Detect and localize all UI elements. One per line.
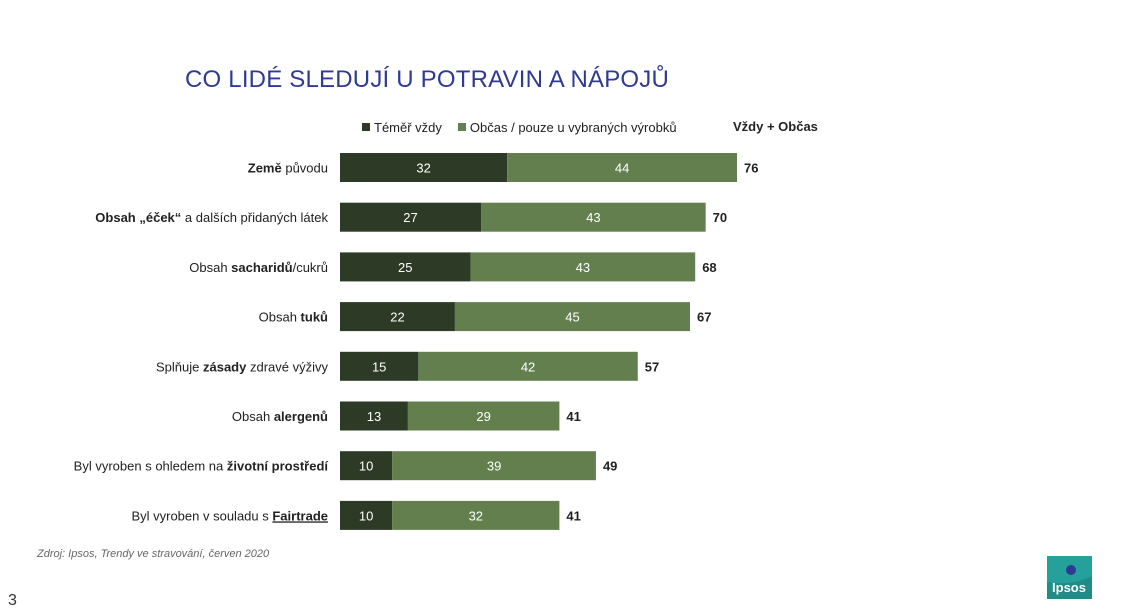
- data-label: 25: [398, 260, 412, 275]
- category-label: Obsah alergenů: [232, 409, 328, 424]
- data-label: 15: [372, 359, 386, 374]
- data-label: 32: [416, 161, 430, 176]
- bar-segment-almost-always: [340, 451, 393, 481]
- svg-text:Ipsos: Ipsos: [1052, 580, 1086, 595]
- total-label: 41: [566, 508, 580, 523]
- ipsos-logo: Ipsos: [1047, 556, 1092, 599]
- bar-segment-sometimes: [470, 252, 696, 282]
- bar-segment-almost-always: [340, 202, 482, 232]
- bar-segment-sometimes: [392, 451, 596, 481]
- legend-swatch-dark: [362, 123, 370, 131]
- total-label: 68: [702, 260, 716, 275]
- data-label: 13: [367, 409, 381, 424]
- legend-label-sometimes: Občas / pouze u vybraných výrobků: [469, 119, 677, 135]
- data-label: 39: [487, 459, 501, 474]
- data-label: 22: [390, 310, 404, 325]
- bar-segment-almost-always: [340, 500, 393, 530]
- legend: Téměř vždy Občas / pouze u vybraných výr…: [362, 119, 693, 135]
- source-note: Zdroj: Ipsos, Trendy ve stravování, červ…: [37, 548, 270, 560]
- category-label: Obsah sacharidů/cukrů: [189, 260, 328, 275]
- total-label: 67: [697, 310, 711, 325]
- data-label: 10: [359, 459, 373, 474]
- bar-segment-sometimes: [507, 153, 737, 182]
- category-label: Byl vyroben s ohledem na životní prostře…: [74, 459, 329, 474]
- bar-segment-sometimes: [454, 302, 690, 332]
- total-label: 41: [566, 409, 580, 424]
- chart-title: CO LIDÉ SLEDUJÍ U POTRAVIN A NÁPOJŮ: [185, 66, 669, 93]
- total-label: 76: [744, 161, 758, 176]
- legend-item-sometimes: Občas / pouze u vybraných výrobků: [457, 119, 677, 135]
- bar-segment-sometimes: [481, 202, 706, 232]
- bar-segment-almost-always: [340, 252, 471, 282]
- data-label: 42: [521, 359, 535, 374]
- data-label: 10: [359, 508, 373, 523]
- bar-segment-sometimes: [392, 500, 560, 530]
- legend-item-almost-always: Téměř vždy: [362, 120, 442, 135]
- legend-total-label: Vždy + Občas: [733, 119, 818, 134]
- bar-segment-almost-always: [340, 351, 419, 381]
- data-label: 45: [565, 310, 579, 325]
- category-label: Obsah „éček“ a dalších přidaných látek: [95, 210, 328, 225]
- total-label: 57: [645, 359, 659, 374]
- bar-segment-almost-always: [340, 153, 508, 182]
- data-label: 27: [403, 210, 417, 225]
- total-label: 49: [603, 459, 617, 474]
- legend-swatch-light: [457, 123, 466, 131]
- legend-label-almost-always: Téměř vždy: [374, 119, 442, 135]
- data-label: 29: [476, 409, 490, 424]
- bar-segment-almost-always: [340, 401, 408, 431]
- data-label: 44: [615, 161, 629, 176]
- category-label: Země původu: [248, 161, 328, 176]
- data-label: 43: [576, 260, 590, 275]
- bar-segment-sometimes: [407, 401, 560, 431]
- data-label: 43: [586, 210, 600, 225]
- bar-segment-almost-always: [340, 302, 455, 332]
- category-label: Splňuje zásady zdravé výživy: [156, 359, 328, 374]
- category-label: Obsah tuků: [259, 310, 328, 325]
- category-label: Byl vyroben v souladu s Fairtrade: [131, 508, 328, 523]
- bar-segment-sometimes: [418, 351, 638, 381]
- total-label: 70: [713, 210, 727, 225]
- data-label: 32: [469, 508, 483, 523]
- page-number: 3: [8, 592, 17, 609]
